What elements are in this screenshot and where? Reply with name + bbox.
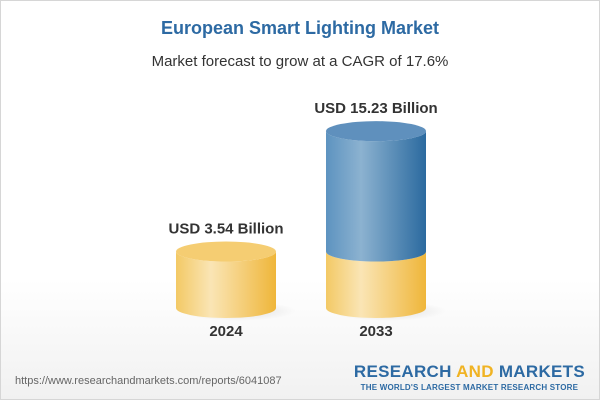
source-url[interactable]: https://www.researchandmarkets.com/repor… bbox=[15, 375, 282, 387]
logo-text-and: AND bbox=[456, 362, 494, 381]
logo-tagline: THE WORLD'S LARGEST MARKET RESEARCH STOR… bbox=[360, 383, 579, 392]
cylinder-base-segment bbox=[176, 251, 276, 318]
data-label: USD 15.23 Billion bbox=[314, 100, 437, 117]
category-label: 2024 bbox=[209, 323, 243, 340]
cylinder-growth-segment bbox=[326, 131, 426, 262]
cylinder-top bbox=[326, 121, 426, 142]
cylinder-base-segment bbox=[326, 251, 426, 318]
chart-subtitle: Market forecast to grow at a CAGR of 17.… bbox=[151, 53, 449, 70]
category-label: 2033 bbox=[359, 323, 392, 340]
cylinder-top bbox=[176, 241, 276, 262]
research-and-markets-logo: RESEARCH AND MARKETS THE WORLD'S LARGEST… bbox=[354, 362, 585, 392]
logo-text: RESEARCH bbox=[353, 362, 457, 381]
logo-text: MARKETS bbox=[493, 362, 585, 381]
data-label: USD 3.54 Billion bbox=[168, 221, 283, 238]
chart-title: European Smart Lighting Market bbox=[160, 18, 440, 38]
